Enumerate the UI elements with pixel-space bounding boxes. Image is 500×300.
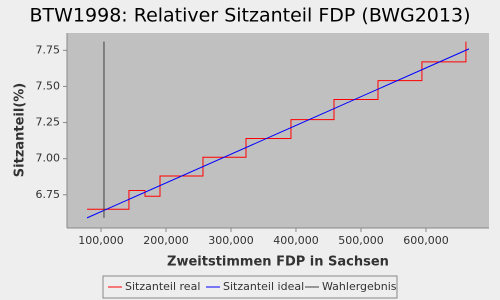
x-axis-label: Zweitstimmen FDP in Sachsen bbox=[167, 255, 389, 270]
y-tick-label: 7.75 bbox=[36, 43, 61, 56]
x-tick-label: 200,000 bbox=[143, 234, 189, 247]
y-tick-label: 7.50 bbox=[36, 79, 61, 92]
y-tick-label: 7.00 bbox=[36, 152, 61, 165]
x-tick-label: 500,000 bbox=[338, 234, 384, 247]
x-tick-label: 600,000 bbox=[403, 234, 449, 247]
chart-title: BTW1998: Relativer Sitzanteil FDP (BWG20… bbox=[30, 5, 471, 27]
legend-label: Wahlergebnis bbox=[322, 280, 397, 293]
legend bbox=[102, 275, 398, 299]
y-tick-label: 6.75 bbox=[36, 188, 61, 201]
x-tick-label: 100,000 bbox=[78, 234, 124, 247]
series-line bbox=[86, 48, 470, 219]
legend-label: Sitzanteil real bbox=[125, 280, 200, 293]
y-axis-label: Sitzanteil(%) bbox=[13, 83, 28, 177]
legend-label: Sitzanteil ideal bbox=[223, 280, 304, 293]
y-tick-label: 7.25 bbox=[36, 116, 61, 129]
x-tick-label: 400,000 bbox=[273, 234, 319, 247]
x-tick-label: 300,000 bbox=[208, 234, 254, 247]
